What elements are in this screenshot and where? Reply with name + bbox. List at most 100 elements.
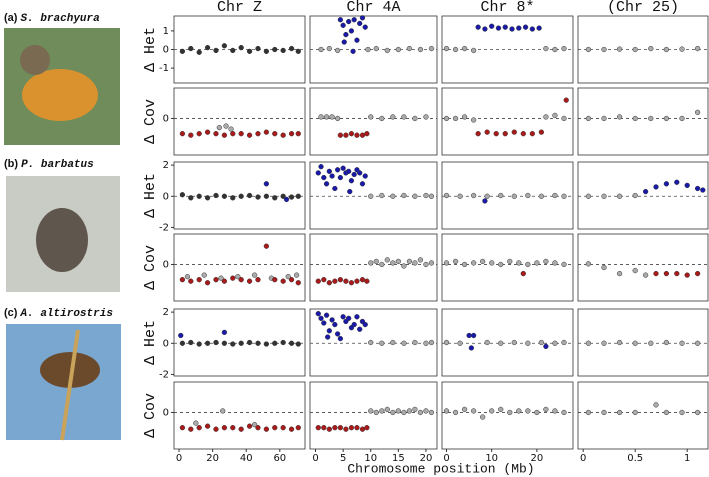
point xyxy=(318,164,324,170)
point xyxy=(379,192,385,199)
point xyxy=(295,425,301,431)
point xyxy=(648,45,654,52)
point xyxy=(368,114,374,120)
x-axis-label: Chromosome position (Mb) xyxy=(347,461,534,476)
species-tag: (b) xyxy=(4,158,18,170)
point xyxy=(272,46,278,53)
species-label: (b) P. barbatus xyxy=(4,158,94,171)
point xyxy=(218,275,224,281)
point xyxy=(601,193,607,199)
point xyxy=(543,343,549,350)
point xyxy=(653,270,659,277)
point xyxy=(334,47,341,54)
y-tick-label: 2 xyxy=(163,307,169,318)
point xyxy=(457,340,463,346)
point xyxy=(272,195,278,201)
bird-a-head xyxy=(20,45,50,75)
point xyxy=(364,425,370,431)
point xyxy=(601,264,607,271)
point xyxy=(632,192,638,199)
point xyxy=(288,277,295,283)
point xyxy=(552,408,558,414)
point xyxy=(470,117,477,123)
point xyxy=(263,48,270,55)
point xyxy=(423,340,429,346)
bird-a xyxy=(22,69,98,121)
point xyxy=(390,114,396,120)
point xyxy=(390,193,396,199)
point xyxy=(351,321,357,328)
point xyxy=(223,123,229,129)
point xyxy=(489,260,495,266)
point xyxy=(679,340,685,346)
column-title: Chr 8* xyxy=(480,0,534,16)
point xyxy=(379,261,385,268)
point xyxy=(406,408,413,414)
point xyxy=(663,409,670,416)
panel xyxy=(309,233,438,302)
x-tick-label: 20 xyxy=(206,453,219,464)
point xyxy=(482,26,488,32)
point xyxy=(507,258,513,265)
point xyxy=(343,278,349,284)
point xyxy=(507,409,513,416)
point xyxy=(653,402,659,408)
bird-c xyxy=(40,352,100,388)
point xyxy=(674,270,680,277)
point xyxy=(351,171,357,178)
point xyxy=(516,25,522,31)
point xyxy=(663,115,670,122)
point xyxy=(601,409,607,416)
point xyxy=(401,263,407,269)
point xyxy=(616,193,623,199)
point xyxy=(272,277,278,283)
point xyxy=(346,315,352,321)
panel xyxy=(441,87,574,156)
x-tick-label: 20 xyxy=(420,453,433,464)
point xyxy=(216,124,222,131)
point xyxy=(368,408,374,414)
point xyxy=(255,425,261,431)
point xyxy=(204,195,211,201)
point xyxy=(263,193,270,199)
point xyxy=(561,409,567,416)
point xyxy=(255,194,261,200)
point xyxy=(263,129,270,135)
x-tick-label: 1 xyxy=(684,453,690,464)
point xyxy=(401,409,407,416)
point xyxy=(315,170,321,176)
point xyxy=(295,48,301,55)
point xyxy=(255,340,261,346)
point xyxy=(484,339,490,346)
point xyxy=(663,46,670,53)
point xyxy=(337,174,344,181)
point xyxy=(516,408,522,414)
point xyxy=(280,425,286,431)
point xyxy=(315,278,321,284)
point xyxy=(318,114,324,120)
point xyxy=(348,131,355,137)
point xyxy=(221,425,228,431)
y-tick-label: -2 xyxy=(159,369,169,380)
point xyxy=(663,270,670,277)
point xyxy=(534,409,540,416)
point xyxy=(395,46,401,53)
point xyxy=(390,339,396,346)
point xyxy=(663,181,670,187)
point xyxy=(288,194,295,200)
point xyxy=(337,335,344,342)
point xyxy=(632,267,638,274)
point xyxy=(390,260,396,266)
species-label: (a) S. brachyura xyxy=(4,12,100,25)
point xyxy=(663,339,670,346)
y-tick-label: 0 xyxy=(163,259,169,270)
point xyxy=(601,46,607,53)
point xyxy=(238,193,244,199)
point xyxy=(341,39,347,45)
y-tick-label: 0 xyxy=(163,113,169,124)
point xyxy=(354,132,360,138)
point xyxy=(288,340,295,346)
point xyxy=(480,258,486,265)
point xyxy=(213,131,219,137)
point xyxy=(359,15,366,21)
